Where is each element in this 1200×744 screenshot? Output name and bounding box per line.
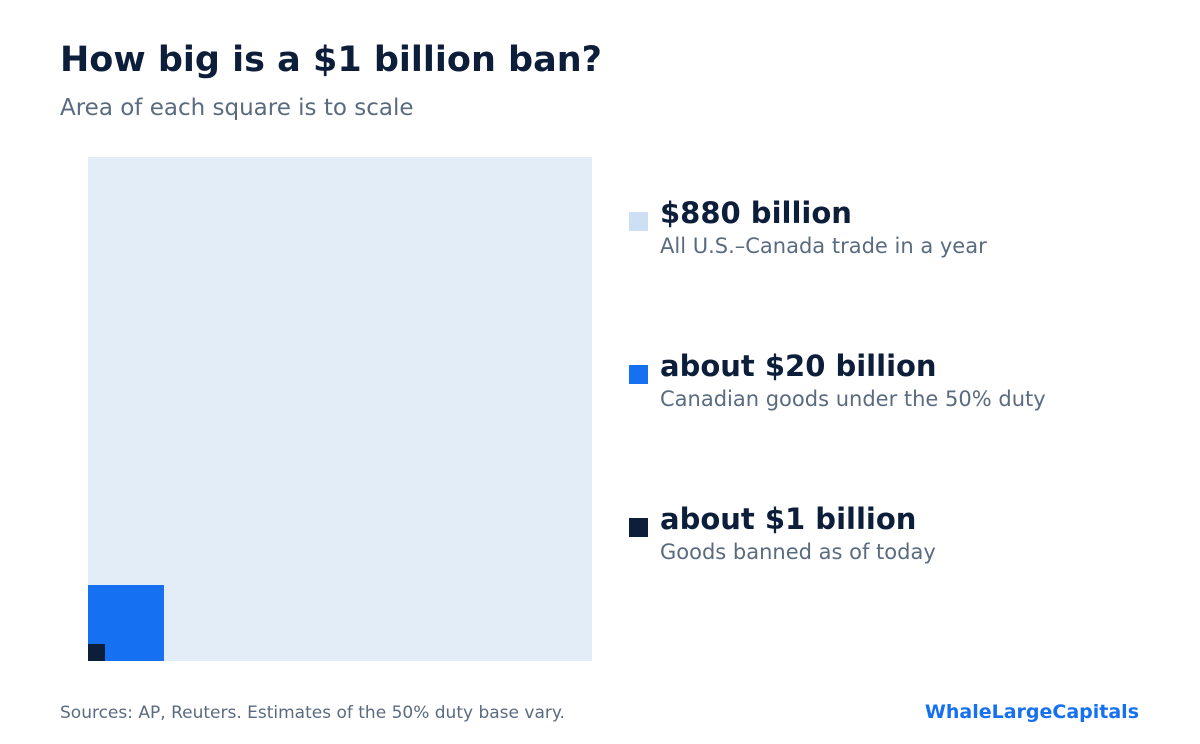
square-2 (88, 644, 105, 661)
legend-value-0: $880 billion (660, 196, 852, 230)
legend-swatch-1 (629, 365, 648, 384)
square-0 (88, 157, 592, 661)
legend-desc-1: Canadian goods under the 50% duty (660, 387, 1046, 411)
legend-desc-0: All U.S.–Canada trade in a year (660, 234, 987, 258)
legend-swatch-0 (629, 212, 648, 231)
chart-title: How big is a $1 billion ban? (60, 40, 602, 80)
legend-value-1: about $20 billion (660, 349, 937, 383)
legend-value-2: about $1 billion (660, 502, 917, 536)
legend-swatch-2 (629, 518, 648, 537)
chart-subtitle: Area of each square is to scale (60, 95, 414, 121)
source-note: Sources: AP, Reuters. Estimates of the 5… (60, 703, 565, 723)
legend-desc-2: Goods banned as of today (660, 540, 936, 564)
brand-logo-text[interactable]: WhaleLargeCapitals (924, 701, 1139, 723)
